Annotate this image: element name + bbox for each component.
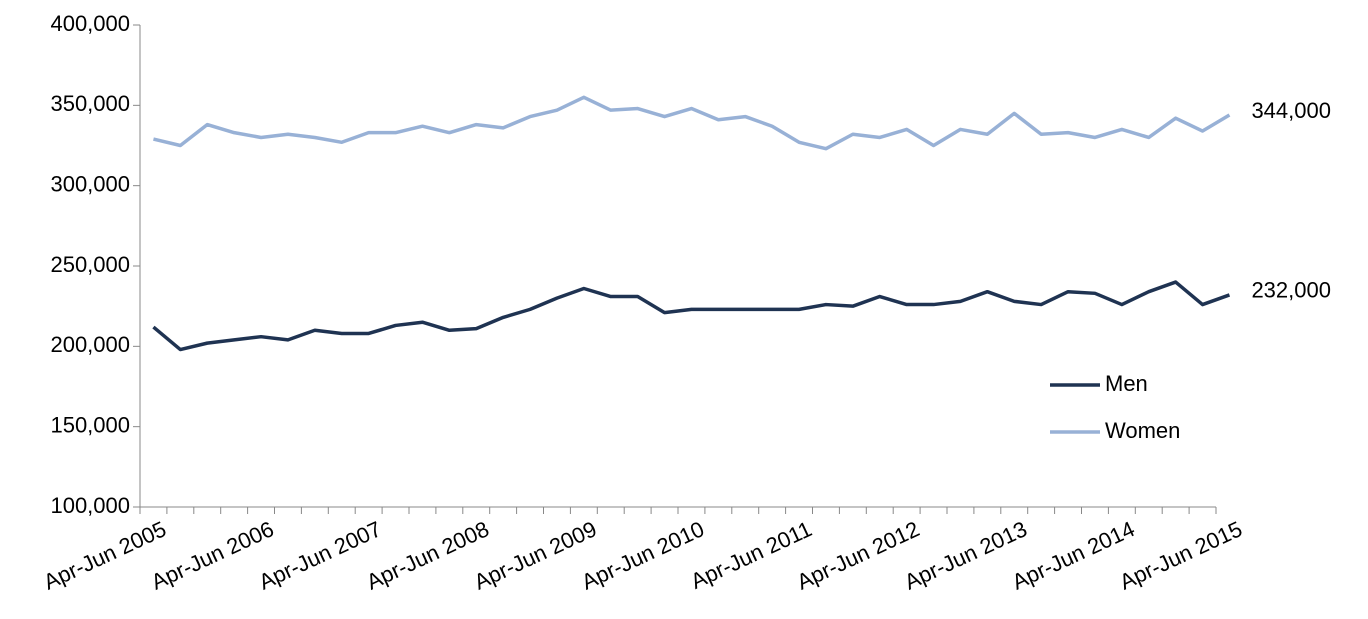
legend-label: Men: [1105, 371, 1148, 396]
y-tick-label: 300,000: [50, 171, 130, 196]
x-tick-label: Apr-Jun 2010: [578, 516, 708, 594]
x-tick-label: Apr-Jun 2015: [1116, 516, 1246, 594]
x-tick-label: Apr-Jun 2014: [1008, 516, 1138, 594]
x-tick-label: Apr-Jun 2012: [793, 516, 923, 594]
y-tick-label: 400,000: [50, 11, 130, 36]
x-tick-label: Apr-Jun 2007: [255, 516, 385, 594]
x-tick-label: Apr-Jun 2009: [470, 516, 600, 594]
series-line: [152, 280, 1231, 352]
y-tick-label: 200,000: [50, 332, 130, 357]
y-tick-label: 250,000: [50, 252, 130, 277]
x-tick-label: Apr-Jun 2006: [147, 516, 277, 594]
x-tick-label: Apr-Jun 2013: [901, 516, 1031, 594]
x-tick-label: Apr-Jun 2011: [687, 516, 816, 594]
y-tick-label: 150,000: [50, 412, 130, 437]
x-tick-label: Apr-Jun 2008: [363, 516, 493, 594]
x-tick-label: Apr-Jun 2005: [40, 516, 170, 594]
y-tick-label: 350,000: [50, 91, 130, 116]
legend-label: Women: [1105, 418, 1180, 443]
y-tick-label: 100,000: [50, 493, 130, 518]
value-label: 344,000: [1251, 98, 1331, 123]
value-label: 232,000: [1251, 278, 1331, 303]
series-line: [153, 95, 1231, 151]
